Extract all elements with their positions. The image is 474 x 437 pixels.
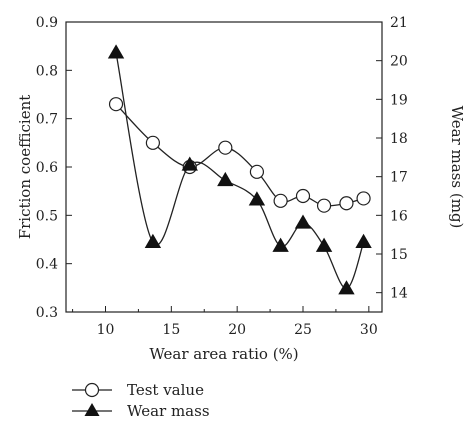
y-right-tick-label: 15 — [390, 247, 408, 263]
test-value-point — [218, 140, 233, 155]
test-value-point — [145, 135, 160, 150]
wear-mass-point — [355, 233, 372, 248]
x-tick-label: 20 — [228, 322, 246, 338]
test-value-point — [339, 196, 354, 211]
wear-mass-point — [294, 214, 312, 229]
y-right-tick-label: 21 — [390, 15, 408, 31]
y-left-tick-label: 0.9 — [36, 15, 58, 31]
x-tick-label: 15 — [162, 322, 180, 338]
wear-mass-point — [144, 233, 162, 248]
y-left-tick-label: 0.5 — [36, 208, 58, 224]
y-left-axis-title: Friction coefficient — [16, 95, 34, 240]
y-right-tick-label: 14 — [390, 286, 408, 302]
wear-mass-point — [272, 237, 289, 252]
wear-mass-point — [248, 191, 266, 206]
test-value-point — [249, 164, 265, 179]
test-value-point — [108, 97, 124, 112]
y-right-tick-label: 17 — [390, 170, 408, 186]
y-left-tick-label: 0.6 — [36, 160, 58, 176]
x-axis-title: Wear area ratio (%) — [149, 345, 298, 363]
legend-marker-wear-mass — [84, 403, 100, 416]
test-value-point — [295, 188, 311, 204]
y-left-tick-label: 0.7 — [36, 112, 58, 128]
test-value-point — [273, 193, 288, 208]
y-left-tick-label: 0.8 — [36, 63, 58, 79]
x-tick-label: 25 — [294, 322, 312, 338]
wear-mass-point — [338, 280, 355, 295]
legend-label-wear-mass: Wear mass — [127, 402, 210, 420]
test-value-point — [316, 198, 332, 213]
legend-marker-test-value — [84, 382, 100, 398]
y-left-tick-label: 0.4 — [36, 257, 58, 273]
legend-label-test-value: Test value — [127, 381, 204, 399]
y-right-tick-label: 18 — [390, 131, 408, 147]
y-right-axis-title: Wear mass (mg) — [448, 106, 466, 229]
wear-mass-point — [181, 156, 198, 171]
wear-mass-point — [315, 237, 333, 252]
y-right-tick-label: 20 — [390, 54, 408, 70]
series-line-1 — [115, 103, 364, 207]
wear-mass-point — [217, 171, 234, 187]
wear-mass-point — [107, 44, 125, 59]
y-right-tick-label: 19 — [390, 92, 408, 108]
y-right-tick-label: 16 — [390, 208, 408, 224]
x-tick-label: 30 — [360, 322, 378, 338]
y-left-tick-label: 0.3 — [36, 305, 58, 321]
series-line-2 — [115, 52, 365, 290]
x-tick-label: 10 — [97, 322, 115, 338]
test-value-point — [356, 191, 371, 206]
